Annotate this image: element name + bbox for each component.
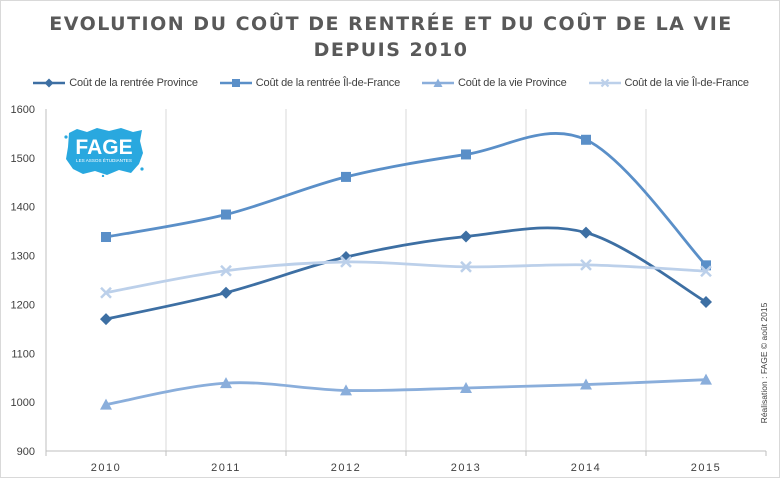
data-point-series-3: [580, 258, 592, 271]
fage-logo: FAGE LES ASSOS ÉTUDIANTES: [64, 128, 144, 177]
data-point-series-2: [700, 373, 712, 385]
x-tick-label: 2015: [691, 462, 721, 474]
legend-key-rentree-idf: [219, 79, 252, 87]
legend-item-rentree-idf: Coût de la rentrée Îl-de-France: [219, 77, 400, 89]
data-point-series-3: [100, 286, 112, 299]
credit-text: Réalisation : FAGE © août 2015: [759, 302, 769, 424]
data-point-series-2: [100, 398, 112, 410]
legend-item-rentree-province: Coût de la rentrée Province: [33, 77, 198, 89]
data-point-series-0: [460, 230, 472, 243]
y-tick-label: 1300: [11, 251, 35, 263]
series-line-1: [105, 132, 708, 267]
x-tick-label: 2011: [211, 462, 241, 474]
chart-title-line-2: DEPUIS 2010: [313, 39, 469, 61]
data-point-series-0: [220, 286, 232, 299]
legend: Coût de la rentrée Province Coût de la r…: [1, 77, 780, 89]
legend-key-vie-province: [422, 78, 454, 87]
y-tick-label: 900: [17, 446, 35, 458]
x-tick-label: 2013: [451, 462, 481, 474]
data-point-series-1: [581, 134, 591, 145]
data-point-series-3: [460, 260, 472, 273]
legend-key-vie-idf: [588, 78, 621, 88]
data-point-series-2: [340, 384, 352, 396]
legend-label-vie-province: Coût de la vie Province: [458, 77, 567, 89]
data-point-series-0: [580, 226, 592, 239]
data-point-series-1: [101, 232, 111, 243]
series-line-2: [105, 378, 707, 406]
y-tick-label: 1200: [11, 299, 35, 311]
chart-title-line-1: EVOLUTION DU COÛT DE RENTRÉE ET DU COÛT …: [49, 13, 733, 35]
data-point-series-1: [221, 209, 231, 220]
legend-label-rentree-province: Coût de la rentrée Province: [69, 77, 198, 89]
data-point-series-1: [341, 171, 351, 182]
data-point-series-2: [460, 381, 472, 393]
fage-logo-subtext: LES ASSOS ÉTUDIANTES: [76, 157, 132, 163]
legend-item-vie-province: Coût de la vie Province: [422, 77, 567, 89]
data-point-series-3: [700, 265, 712, 278]
x-tick-label: 2012: [331, 462, 361, 474]
y-tick-label: 1600: [11, 104, 35, 116]
data-point-series-1: [461, 149, 471, 160]
y-tick-label: 1000: [11, 397, 35, 409]
data-point-series-3: [220, 264, 232, 277]
data-point-series-0: [100, 313, 112, 326]
series-line-0: [105, 226, 707, 321]
series-line-3: [105, 260, 707, 295]
y-tick-label: 1100: [11, 348, 35, 360]
legend-label-vie-idf: Coût de la vie Îl-de-France: [624, 77, 749, 89]
data-point-series-1: [701, 260, 711, 271]
legend-item-vie-idf: Coût de la vie Îl-de-France: [588, 77, 749, 89]
y-tick-label: 1400: [11, 202, 35, 214]
data-point-series-2: [580, 378, 592, 390]
data-point-series-3: [340, 256, 352, 268]
y-tick-label: 1500: [11, 153, 35, 165]
legend-key-rentree-province: [33, 78, 66, 88]
x-tick-label: 2010: [91, 462, 121, 474]
legend-label-rentree-idf: Coût de la rentrée Îl-de-France: [255, 77, 400, 89]
x-tick-label: 2014: [571, 462, 601, 474]
fage-logo-text: FAGE: [75, 136, 132, 159]
data-point-series-0: [700, 295, 712, 308]
data-point-series-2: [220, 377, 232, 389]
